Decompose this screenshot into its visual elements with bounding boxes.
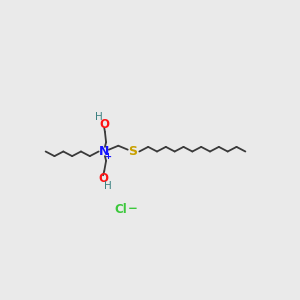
Text: O: O <box>99 118 109 131</box>
Text: S: S <box>128 145 137 158</box>
Text: H: H <box>95 112 103 122</box>
Text: O: O <box>98 172 108 184</box>
Text: +: + <box>104 152 111 161</box>
Text: N: N <box>99 145 109 158</box>
Text: H: H <box>104 181 112 191</box>
Text: −: − <box>128 202 138 214</box>
Text: Cl: Cl <box>115 203 128 216</box>
